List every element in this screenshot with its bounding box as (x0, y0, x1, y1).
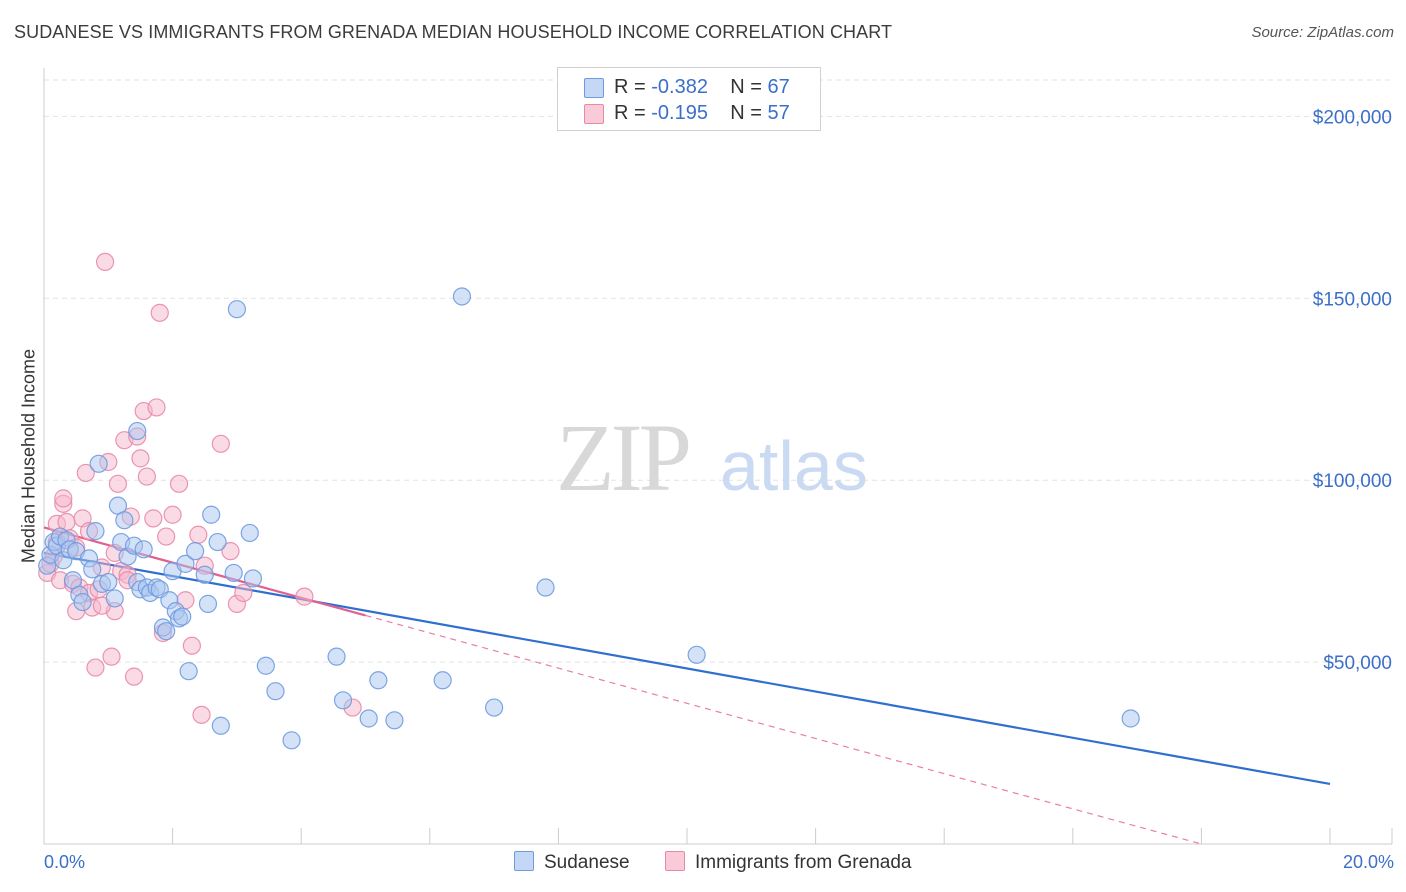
sudanese-point (176, 554, 195, 573)
grenada-point (211, 434, 230, 453)
sudanese-point (173, 607, 192, 626)
bottom-legend-label-sudanese: Sudanese (544, 852, 630, 873)
grenada-point (95, 252, 115, 272)
sudanese-point (333, 691, 353, 710)
bottom-legend-grenada: Immigrants from Grenada (665, 851, 911, 874)
sudanese-point (433, 671, 452, 690)
y-tick-labels: $50,000 $100,000 $150,000 $200,000 (1313, 107, 1392, 674)
sudanese-point (266, 682, 285, 701)
sudanese-point (243, 569, 263, 588)
grenada-point (221, 542, 240, 561)
sudanese-point (157, 622, 176, 641)
legend-r-label: R = (614, 76, 646, 98)
sudanese-point (359, 709, 378, 728)
sudanese-point (115, 511, 134, 530)
watermark: ZIP atlas (556, 404, 868, 511)
sudanese-point (105, 589, 124, 608)
grenada-point (131, 449, 150, 468)
sudanese-point (134, 540, 153, 559)
legend-n-value: 57 (767, 102, 790, 124)
sudanese-point (224, 563, 243, 583)
y-axis-label: Median Household Income (18, 348, 39, 564)
grenada-point (163, 505, 182, 524)
source-label: Source: ZipAtlas.com (1251, 24, 1394, 41)
axes (43, 68, 1393, 845)
chart-title: SUDANESE VS IMMIGRANTS FROM GRENADA MEDI… (14, 22, 893, 42)
sudanese-point (128, 421, 147, 441)
grenada-point (157, 527, 176, 546)
legend-r-label: R = (614, 102, 646, 124)
sudanese-point (179, 662, 198, 681)
sudanese-point (83, 560, 102, 579)
legend-r-value: -0.195 (651, 102, 708, 124)
sudanese-point (687, 645, 706, 664)
trend-line-grenada-extension (365, 614, 1202, 845)
sudanese-point (536, 578, 555, 597)
sudanese-point (282, 731, 301, 750)
sudanese-point (208, 532, 227, 552)
bottom-legend-swatch-grenada (665, 851, 685, 871)
sudanese-point (89, 454, 108, 473)
x-tick-label-max: 20.0% (1342, 852, 1394, 872)
grenada-point (102, 647, 121, 666)
legend-swatch-grenada (584, 104, 604, 124)
sudanese-point (452, 287, 472, 306)
y-tick-label: $150,000 (1313, 289, 1392, 310)
grenada-point (147, 398, 166, 417)
sudanese-point (485, 698, 504, 717)
grenada-point (124, 667, 144, 686)
grenada-point (108, 474, 128, 493)
bottom-legend-swatch-sudanese (514, 851, 534, 871)
legend-n-label: N = (730, 102, 762, 124)
sudanese-point (73, 592, 92, 612)
grenada-point (189, 525, 208, 544)
legend-n-label: N = (730, 76, 762, 98)
y-tick-label: $50,000 (1323, 653, 1392, 674)
sudanese-point (86, 522, 105, 541)
grenada-point (192, 705, 211, 724)
sudanese-point (211, 716, 230, 735)
grenada-point (76, 463, 95, 483)
sudanese-point (99, 572, 118, 592)
x-tick-label-min: 0.0% (44, 852, 86, 872)
legend-swatch-sudanese (584, 78, 604, 98)
bottom-legend-label-grenada: Immigrants from Grenada (695, 852, 912, 873)
legend-r-value: -0.382 (651, 76, 708, 98)
sudanese-point (1121, 709, 1140, 728)
sudanese-point (369, 671, 388, 690)
sudanese-point (202, 505, 221, 524)
grenada-point (86, 658, 105, 677)
grenada-point (182, 636, 201, 655)
sudanese-point (227, 300, 246, 319)
series-sudanese-points (38, 287, 1140, 750)
grenada-point (54, 489, 73, 508)
bottom-legend-sudanese: Sudanese (514, 851, 630, 874)
grenada-point (169, 474, 189, 493)
sudanese-point (198, 594, 218, 613)
watermark-zip: ZIP (556, 404, 689, 511)
grenada-point (234, 583, 253, 603)
grenada-point (144, 509, 163, 528)
sudanese-point (186, 542, 205, 561)
grenada-point (137, 467, 156, 486)
grenada-point (295, 587, 314, 606)
sudanese-point (240, 523, 259, 543)
y-tick-label: $100,000 (1313, 471, 1392, 492)
series-grenada-points (38, 252, 362, 724)
sudanese-point (195, 565, 214, 584)
watermark-atlas: atlas (720, 427, 868, 505)
trend-line-sudanese (43, 551, 1331, 786)
sudanese-point (256, 656, 275, 675)
y-tick-label: $200,000 (1313, 107, 1392, 128)
correlation-legend: R = -0.382 N = 67 R = -0.195 N = 57 (557, 67, 821, 131)
grenada-point (150, 303, 169, 322)
sudanese-point (385, 711, 404, 730)
legend-n-value: 67 (767, 76, 790, 98)
sudanese-point (327, 647, 346, 666)
